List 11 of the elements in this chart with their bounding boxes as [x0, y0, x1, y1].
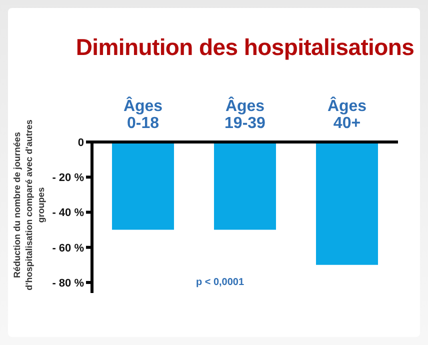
y-tick-label: - 80 % [52, 277, 84, 290]
annotation: p < 0,0001 [194, 277, 246, 288]
x-tick-label: Âges 0-18 [123, 96, 163, 132]
x-tick-label: Âges 40+ [327, 96, 367, 132]
y-tick-label: 0 [78, 136, 84, 149]
x-tick-label: Âges 19-39 [224, 96, 266, 132]
y-axis-title: Réduction du nombre de journées d'hospitalisation comparé avec d'autres groupes [11, 118, 46, 292]
chart-title: Diminution des hospitalisations [74, 34, 416, 61]
y-tick-label: - 60 % [52, 242, 84, 254]
y-tick-label: - 20 % [52, 172, 84, 184]
y-tick-label: - 40 % [52, 207, 84, 220]
